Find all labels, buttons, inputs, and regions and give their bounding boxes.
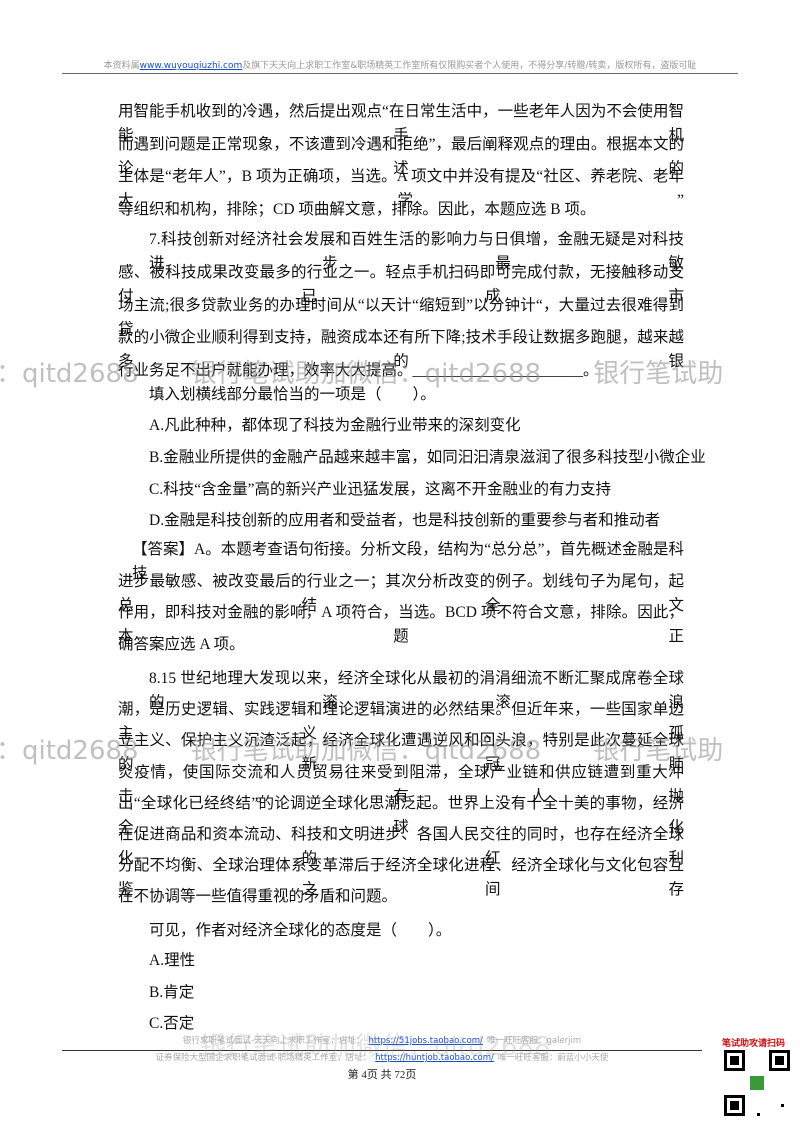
footer-line: 证券保险大型国企求职笔试面试-职场精英工作室，店址： https://huntjo… (62, 1051, 702, 1063)
qr-module (730, 1056, 739, 1065)
watermark: ：qitd2688 银行笔试助加微信：qitd2688 银行笔试助 (0, 736, 724, 766)
header-rule (62, 73, 738, 74)
text-line: 【答案】A。本题考查语句衔接。分析文段，结构为“总分总”，首先概述金融是科技 (132, 541, 684, 582)
text-line: 分配不均衡、全球治理体系变革滞后于经济全球化进程、经济全球化与文化包容互鉴之间存 (118, 857, 684, 899)
text-line: 在促进商品和资本流动、科技和文明进步、各国人民交往的同时，也存在经济全球化的红利 (118, 826, 684, 867)
text-line: 确答案应选 A 项。 (118, 635, 245, 653)
text-line: C.否定 (149, 1015, 195, 1032)
page-number: 第 4页 共 72页 (347, 1069, 417, 1081)
text-line: 款的小微企业顺利得到支持，融资成本还有所下降;技术手段让数据多跑腿，越来越多的银 (118, 329, 684, 371)
text-line: 炎疫情，使国际交流和人员贸易往来受到阻滞，全球产业链和供应链遭到重大冲击。有人抛 (118, 763, 684, 805)
qr-module (775, 1056, 784, 1065)
footer-link[interactable]: https://51jobs.taobao.com/ (368, 1036, 483, 1046)
text-line: 场主流;很多贷款业务的办理时间从“以天计“缩短到”以分钟计“，大量过去很难得到贷 (118, 296, 684, 338)
footer-text: 唯一旺旺客服：蔚蓝小小天使 (497, 1053, 609, 1063)
text-line: 8.15 世纪地理大发现以来，经济全球化从最初的涓涓细流不断汇聚成席卷全球的滚滚… (149, 670, 684, 711)
text-line: 进步最敏感、被改变最后的行业之一；其次分析改变的例子。划线句子为尾句，起总结全文 (118, 572, 684, 614)
text-line: 感、被科技成果改变最多的行业之一。轻点手机扫码即可完成付款，无接触移动支付已成市 (118, 263, 684, 305)
text-line: 主体是“老年人”，B 项为正确项，当选。A 项文中并没有提及“社区、养老院、老年… (118, 168, 684, 209)
text-line: A.理性 (149, 952, 196, 969)
text-line: 在不协调等一些值得重视的矛盾和问题。 (118, 888, 398, 906)
text-line: 可见，作者对经济全球化的态度是（ ）。 (149, 922, 452, 939)
footer-link[interactable]: https://huntjob.taobao.com/ (375, 1053, 494, 1063)
header: 本资料属www.wuyouqiuzhi.com及旗下天天向上求职工作室&职场精英… (0, 58, 800, 71)
text-line: A.凡此种种，都体现了科技为金融行业带来的深刻变化 (149, 417, 521, 434)
text-line: 7.科技创新对经济社会发展和百姓生活的影响力与日俱增，金融无疑是对科技进步最敏 (149, 231, 684, 272)
footer-rule (62, 1050, 702, 1051)
header-link[interactable]: www.wuyouqiuzhi.com (139, 61, 243, 71)
footer-text: 证券保险大型国企求职笔试面试-职场精英工作室，店址： (155, 1053, 372, 1063)
qr-module (750, 1076, 764, 1090)
qr-module (757, 1113, 760, 1116)
qr-module (730, 1101, 739, 1110)
text-line: 等组织和机构，排除；CD 项曲解文意，排除。因此，本题应选 B 项。 (118, 200, 596, 218)
text-line: 填入划横线部分最恰当的一项是（ ）。 (149, 386, 436, 403)
qr-code (724, 1050, 790, 1116)
text-line: B.肯定 (149, 984, 195, 1001)
text-line: 潮，是历史逻辑、实践逻辑和理论逻辑演进的必然结果。但近年来，一些国家单边主义、孤 (118, 701, 684, 743)
footer-text: 唯一旺旺客服：galerjim (486, 1036, 582, 1046)
watermark: 银行笔试助加微信：qitd2688 (200, 1032, 551, 1062)
text-line: D.金融是科技创新的应用者和受益者，也是科技创新的重要参与者和推动者 (149, 512, 661, 529)
qr-label: 笔试助攻请扫码 (722, 1039, 786, 1049)
header-suffix: 及旗下天天向上求职工作室&职场精英工作室所有仅限购买者个人使用，不得分享/转赠/… (242, 61, 697, 71)
text-line: 而遇到问题是正常现象，不该遭到冷遇和拒绝”，最后阐释观点的理由。根据本文的论述的 (118, 135, 684, 177)
text-line: 用智能手机收到的冷遇，然后提出观点“在日常生活中，一些老年人因为不会使用智能手机 (118, 103, 684, 144)
footer-text: 银行求职笔试面试-天天向上求职工作室，店址： (182, 1036, 365, 1046)
text-line: 出“全球化已经终结”的论调逆全球化思潮泛起。世界上没有十全十美的事物，经济全球化 (118, 794, 684, 836)
text-line: C.科技“含金量”高的新兴产业迅猛发展，这离不开金融业的有力支持 (149, 481, 611, 498)
text-line: 行业务足不出户就能办理，效率大大提高。_____________________… (118, 362, 599, 380)
watermark: ：qitd2688 银行笔试助加微信：qitd2688 银行笔试助 (0, 359, 724, 389)
footer-line: 银行求职笔试面试-天天向上求职工作室，店址： https://51jobs.tao… (62, 1034, 702, 1046)
qr-module (781, 1104, 784, 1107)
text-line: 立主义、保护主义沉渣泛起，经济全球化遭遇逆风和回头浪，特别是此次蔓延全球的新冠肺 (118, 732, 684, 774)
text-line: 作用，即科技对金融的影响，A 项符合，当选。BCD 项不符合文意，排除。因此，本… (118, 604, 684, 645)
header-prefix: 本资料属 (103, 61, 140, 71)
text-line: B.金融业所提供的金融产品越来越丰富，如同汩汩清泉滋润了很多科技型小微企业 (149, 449, 706, 466)
